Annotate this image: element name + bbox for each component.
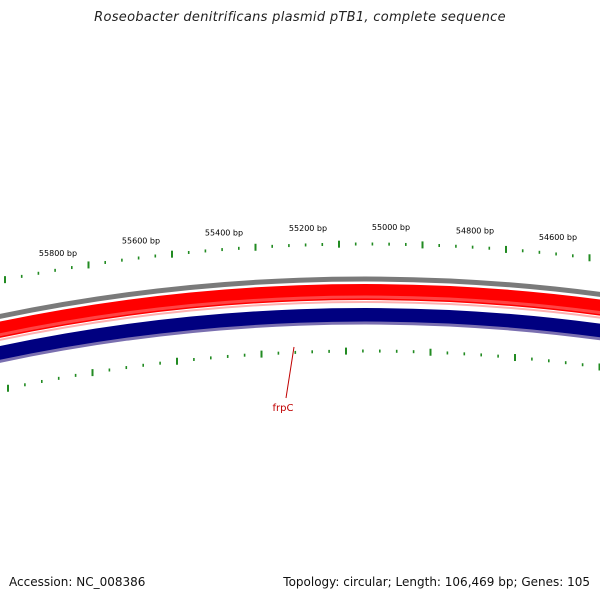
feature-label-frpC: frpC: [273, 403, 294, 414]
scale-label: 55000 bp: [372, 223, 410, 232]
forward-strand-highlight: [0, 295, 600, 337]
map-title: Roseobacter denitrificans plasmid pTB1, …: [94, 10, 506, 25]
strand-bands: [0, 276, 600, 363]
scale-labels: 55800 bp 55600 bp 55400 bp 55200 bp 55000 bp…: [39, 223, 577, 258]
topology-summary: Topology: circular; Length: 106,469 bp; …: [283, 575, 590, 589]
reverse-strand-band: [0, 308, 600, 361]
forward-strand-edge: [0, 301, 600, 341]
backbone-ring: [0, 276, 600, 319]
scale-label: 55200 bp: [289, 224, 327, 233]
feature-labels: frpC: [273, 346, 295, 414]
scale-label: 54800 bp: [456, 226, 494, 235]
scale-label: 55600 bp: [122, 237, 160, 246]
feature-leader-line: [285, 346, 295, 399]
accession-text: Accession: NC_008386: [9, 575, 146, 589]
reverse-strand-edge: [0, 321, 600, 363]
inner-tick-marks: [7, 347, 600, 392]
scale-label: 55800 bp: [39, 249, 77, 258]
outer-tick-marks: [4, 240, 591, 284]
forward-strand-band: [0, 284, 600, 338]
scale-label: 54600 bp: [539, 233, 577, 242]
scale-label: 55400 bp: [205, 228, 243, 237]
